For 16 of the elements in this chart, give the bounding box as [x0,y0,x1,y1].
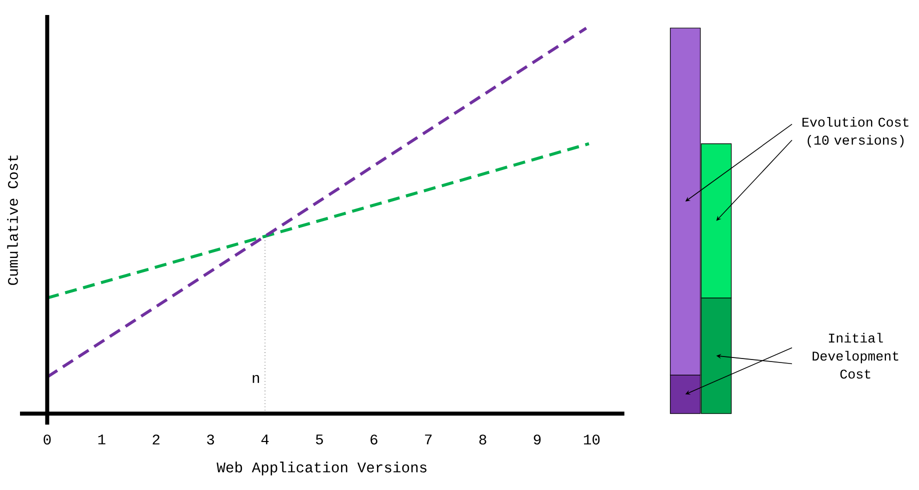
text: Evolution Cost (10 versions) [802,117,908,148]
x-tick-label: 1 [98,434,106,444]
x-tick-label: 3 [207,434,214,445]
text: Initial Development Cost [812,333,898,379]
x-tick-label: 0 [44,434,51,445]
x-tick-label: 10 [584,434,600,445]
x-tick-label: 4 [261,434,269,444]
x-tick-label: 9 [534,434,541,445]
x-tick-label: 6 [370,434,378,445]
ref-line-label: n [252,375,260,384]
y-axis-title: Cumulative Cost [7,156,18,286]
x-tick-label: 2 [152,434,160,445]
x-tick-label: 7 [425,434,432,444]
x-axis-title: Web Application Versions [216,462,426,476]
x-tick-label: 8 [479,434,486,445]
x-tick-label: 5 [316,434,323,445]
